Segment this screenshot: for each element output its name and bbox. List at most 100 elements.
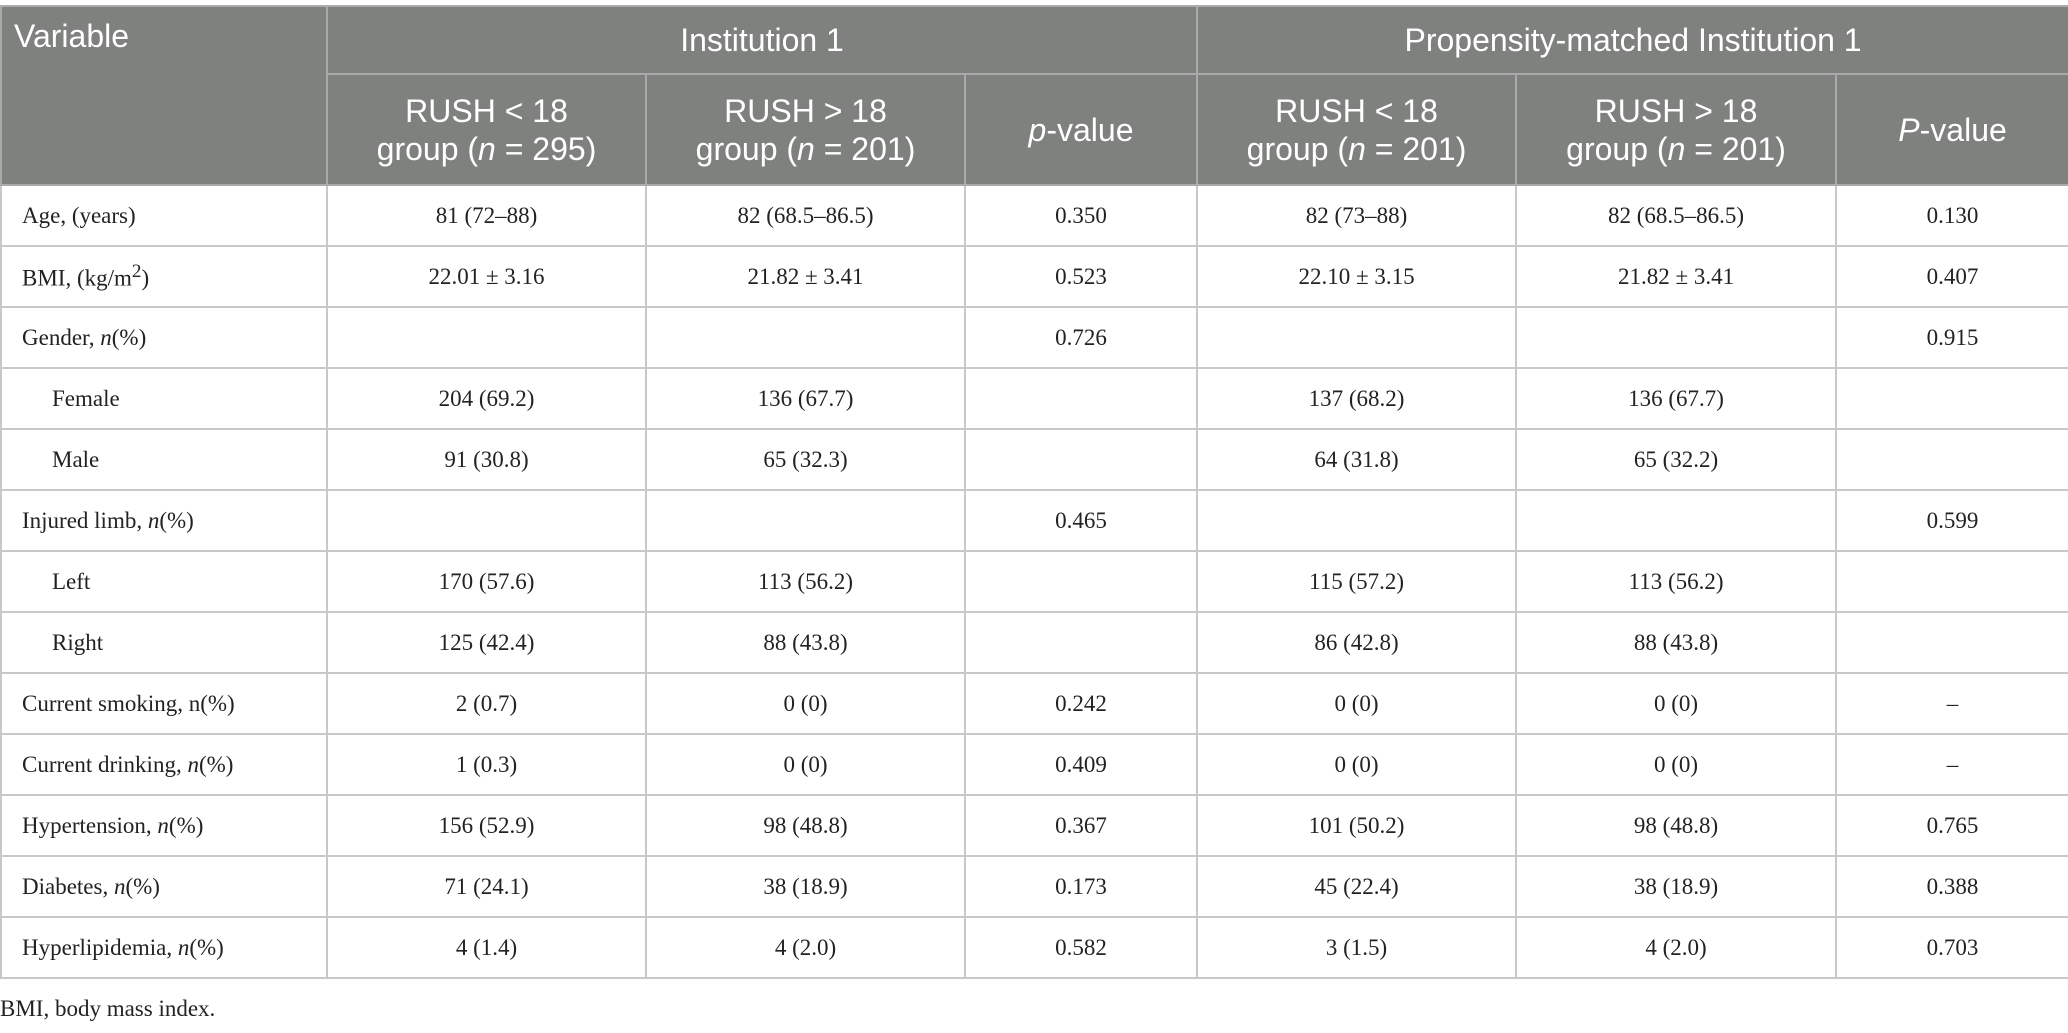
table-cell: 115 (57.2) [1196,550,1518,613]
label-text: (%) [168,812,204,838]
label-text: Female [52,385,120,411]
label-text: Left [52,568,91,594]
baseline-table: Variable Institution 1 Propensity-matche… [0,5,2068,979]
n-symbol: n [1667,130,1686,167]
table-cell: 38 (18.9) [1515,855,1838,918]
table-cell [963,611,1199,674]
label-text: Gender, [22,324,101,350]
header-propensity-matched: Propensity-matched Institution 1 [1196,5,2068,75]
table-cell: 101 (50.2) [1196,794,1518,857]
table-cell: 0.407 [1835,245,2068,308]
table-cell [326,489,647,552]
table-cell: 0.523 [963,245,1199,308]
label-text: Diabetes, [22,873,114,899]
table-cell: 98 (48.8) [645,794,966,857]
table-cell: 137 (68.2) [1196,367,1518,430]
table-cell: 81 (72–88) [326,184,647,247]
table-row: Right 125 (42.4) 88 (43.8) 86 (42.8) 88 (43.… [0,611,2068,674]
table-cell: 1 (0.3) [326,733,647,796]
table-cell: 0 (0) [1515,733,1838,796]
n-symbol: n [478,130,496,167]
header-column: RUSH < 18 group (n = 201) [1196,73,1518,186]
table-cell: 113 (56.2) [645,550,966,613]
table-row: Age, (years) 81 (72–88) 82 (68.5–86.5) 0.35… [0,184,2068,247]
table-row: Gender, n(%) 0.726 0.915 [0,306,2068,369]
table-cell: 38 (18.9) [645,855,966,918]
header-column: RUSH < 18 group (n = 295) [326,73,647,186]
header-text: = 201) [1365,130,1467,167]
label-italic: n [100,324,112,350]
header-line1: RUSH > 18 [724,92,887,129]
table-cell: 125 (42.4) [326,611,647,674]
table-cell: 21.82 ± 3.41 [1515,245,1838,308]
label-text: (%) [111,324,147,350]
table-cell: 0.582 [963,916,1199,979]
row-label: Injured limb, n(%) [0,489,328,552]
row-label: Hypertension, n(%) [0,794,328,857]
table-cell: 82 (73–88) [1196,184,1518,247]
label-text: Hyperlipidemia, [22,934,178,960]
table-cell: 0.465 [963,489,1199,552]
row-label: Male [0,428,328,491]
table-cell: 0.130 [1835,184,2068,247]
table-cell: 0.242 [963,672,1199,735]
table-row: Current drinking, n(%) 1 (0.3) 0 (0) 0.409 0… [0,733,2068,796]
table-row: Current smoking, n(%) 2 (0.7) 0 (0) 0.242 0 … [0,672,2068,735]
row-label: BMI, (kg/m2) [0,245,328,308]
table-cell: 21.82 ± 3.41 [645,245,966,308]
p-symbol: P [1898,111,1920,148]
n-symbol: n [1348,130,1366,167]
table-cell: 0.726 [963,306,1199,369]
table-cell: 0.367 [963,794,1199,857]
table-cell: 0.350 [963,184,1199,247]
table-cell [963,367,1199,430]
row-label: Hyperlipidemia, n(%) [0,916,328,979]
table-cell: 65 (32.3) [645,428,966,491]
table-cell: 0 (0) [1196,672,1518,735]
header-column: P-value [1835,73,2068,186]
header-column: RUSH > 18 group (n = 201) [1515,73,1838,186]
table-cell: 2 (0.7) [326,672,647,735]
label-italic: n [113,873,126,899]
header-line1: RUSH > 18 [1594,92,1758,129]
header-line1: RUSH < 18 [405,92,568,129]
table-cell: 82 (68.5–86.5) [645,184,966,247]
table-row: BMI, (kg/m2) 22.01 ± 3.16 21.82 ± 3.41 0.52… [0,245,2068,308]
table-cell [1835,611,2068,674]
table-cell: 65 (32.2) [1515,428,1838,491]
table-row: Injured limb, n(%) 0.465 0.599 [0,489,2068,552]
table-cell [1835,428,2068,491]
table-cell: 71 (24.1) [326,855,647,918]
table-cell: 0 (0) [1196,733,1518,796]
table-cell [1835,550,2068,613]
table-cell: 4 (1.4) [326,916,647,979]
table-cell: 0.915 [1835,306,2068,369]
table-cell: 0.599 [1835,489,2068,552]
table-cell [963,550,1199,613]
table-cell: 204 (69.2) [326,367,647,430]
n-symbol: n [797,130,815,167]
header-column: p-value [963,73,1199,186]
table-cell: 136 (67.7) [645,367,966,430]
table-cell: 0.409 [963,733,1199,796]
table-cell [1515,489,1838,552]
label-text: ) [141,265,150,291]
label-text: BMI, (kg/m [22,265,132,291]
table-cell: 64 (31.8) [1196,428,1518,491]
label-italic: n [177,934,190,960]
row-label: Gender, n(%) [0,306,328,369]
header-text: -value [1046,111,1134,148]
label-text: Age, (years) [22,202,136,228]
table-cell: 3 (1.5) [1196,916,1518,979]
table-row: Female 204 (69.2) 136 (67.7) 137 (68.2) 136 … [0,367,2068,430]
table-row: Diabetes, n(%) 71 (24.1) 38 (18.9) 0.173 45 … [0,855,2068,918]
table-cell: 88 (43.8) [1515,611,1838,674]
label-text: (%) [159,507,194,533]
header-text: group ( [1566,130,1668,167]
row-label: Right [0,611,328,674]
label-text: (%) [189,934,224,960]
header-text: = 295) [495,130,597,167]
header-institution-1: Institution 1 [325,5,1199,75]
label-text: Hypertension, [22,812,158,838]
table-row: Male 91 (30.8) 65 (32.3) 64 (31.8) 65 (32.2) [0,428,2068,491]
